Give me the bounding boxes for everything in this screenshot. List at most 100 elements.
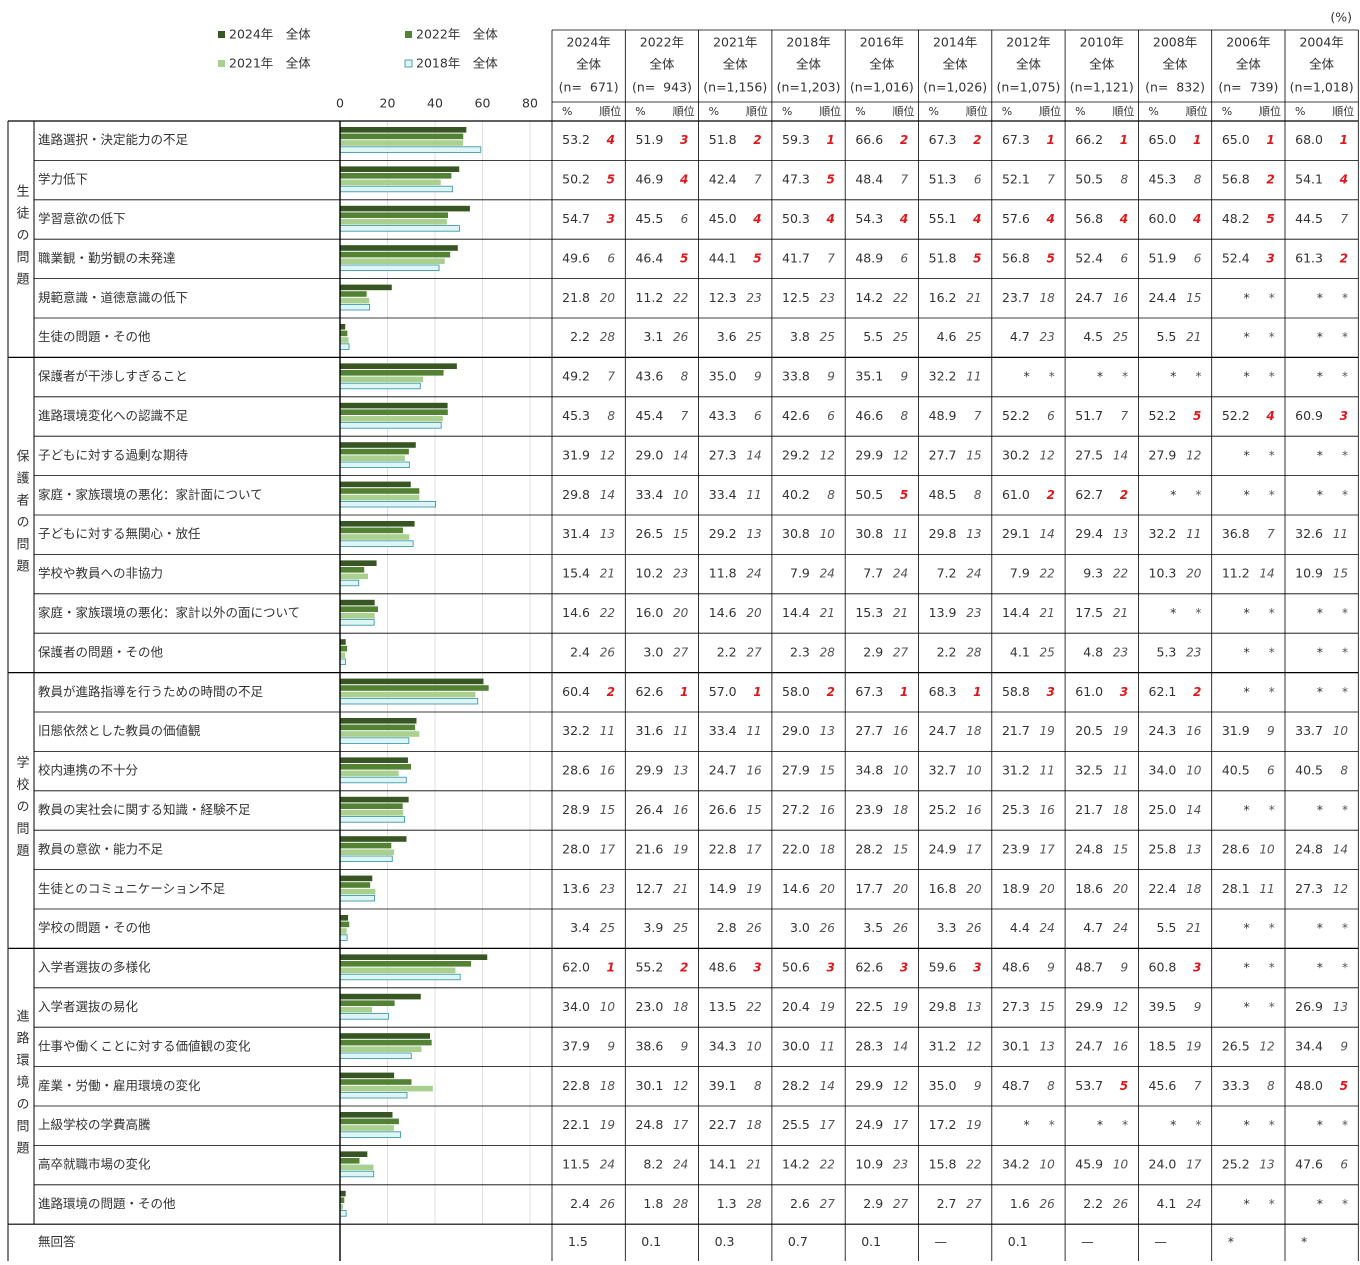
- column-scope: 全体: [576, 57, 602, 72]
- cell-value: 24.8: [1075, 841, 1103, 856]
- cell-rank: 20: [600, 291, 616, 305]
- cell-value: 13.6: [562, 881, 590, 896]
- cell-value: 2.2: [717, 644, 737, 659]
- cell-rank: 5: [607, 173, 615, 187]
- bar: [340, 284, 392, 291]
- column-n: (n=1,075): [996, 80, 1060, 95]
- column-n: (n= 943): [632, 80, 692, 95]
- bar: [339, 737, 410, 744]
- bar: [340, 796, 409, 803]
- cell-value: 25.3: [1002, 802, 1030, 817]
- cell-value: 34.2: [1002, 1157, 1030, 1172]
- cell-rank: 1: [607, 961, 615, 975]
- cell-rank: 22: [746, 1000, 761, 1014]
- cell-rank: 11: [1186, 527, 1201, 541]
- row-label: 規範意識・道徳意識の低下: [38, 290, 188, 305]
- rank-label: 順位: [893, 104, 915, 118]
- cell-rank: 1: [900, 685, 908, 699]
- cell-rank: *: [1342, 448, 1348, 462]
- cell-rank: 19: [600, 1118, 615, 1132]
- cell-rank: 5: [1193, 409, 1201, 423]
- cell-value: *: [1243, 1117, 1249, 1132]
- cell-rank: 10: [966, 764, 982, 778]
- cell-value: 48.7: [1075, 960, 1103, 975]
- row-label: 教員が進路指導を行うための時間の不足: [38, 684, 264, 699]
- cell-value: 29.2: [782, 447, 810, 462]
- cell-rank: 18: [1040, 291, 1056, 305]
- cell-rank: 18: [600, 1079, 616, 1093]
- cell-value: 38.6: [635, 1038, 663, 1053]
- cell-rank: 8: [607, 409, 615, 423]
- column-scope: 全体: [796, 57, 822, 72]
- cell-value: 53.2: [562, 132, 590, 147]
- cell-rank: *: [1269, 921, 1275, 935]
- cell-value: 54.3: [855, 211, 883, 226]
- cell-rank: 19: [966, 1118, 981, 1132]
- bar: [339, 461, 410, 468]
- x-tick-label: 0: [336, 96, 344, 111]
- cell-value: 53.7: [1075, 1078, 1103, 1093]
- cell-rank: *: [1342, 488, 1348, 502]
- cell-rank: 26: [600, 645, 616, 659]
- cell-value: 48.9: [855, 250, 883, 265]
- cell-value: 8.2: [643, 1157, 663, 1172]
- group-label: 生徒の問題: [14, 184, 30, 294]
- cell-value: 51.9: [1149, 250, 1177, 265]
- cell-value: 22.8: [562, 1078, 590, 1093]
- cell-value: 21.8: [562, 290, 590, 305]
- cell-rank: 16: [1113, 1039, 1129, 1053]
- cell-value: 14.2: [855, 290, 883, 305]
- cell-value: 4.5: [1083, 329, 1103, 344]
- cell-rank: 28: [746, 1197, 762, 1211]
- cell-rank: 21: [746, 1158, 761, 1172]
- row-label: 進路環境変化への認識不足: [38, 408, 189, 423]
- bar: [340, 613, 375, 619]
- cell-rank: 15: [966, 448, 981, 462]
- legend-swatch: [218, 60, 225, 67]
- pct-label: %: [635, 105, 645, 118]
- cell-rank: 13: [1040, 1039, 1055, 1053]
- cell-rank: 8: [1340, 764, 1348, 778]
- row-label: 進路環境の問題・その他: [38, 1196, 176, 1211]
- cell-value: 3.5: [863, 920, 883, 935]
- cell-rank: 20: [1040, 882, 1056, 896]
- bar: [339, 1092, 408, 1099]
- row-label: 教員の実社会に関する知識・経験不足: [38, 802, 251, 817]
- cell-value: 48.5: [929, 487, 957, 502]
- cell-rank: 23: [1040, 330, 1055, 344]
- cell-rank: 9: [827, 370, 835, 384]
- cell-value: 25.8: [1149, 841, 1177, 856]
- cell-rank: 8: [901, 409, 909, 423]
- bar: [340, 573, 369, 580]
- cell-value: 48.2: [1222, 211, 1250, 226]
- rank-label: 順位: [819, 104, 841, 118]
- bar: [340, 639, 346, 645]
- bar: [340, 481, 411, 488]
- bar: [340, 179, 441, 186]
- cell-value: *: [1317, 802, 1323, 817]
- row-label: 上級学校の学費高騰: [38, 1117, 151, 1132]
- cell-rank: 18: [966, 724, 982, 738]
- cell-rank: 18: [893, 803, 909, 817]
- cell-rank: 19: [1186, 1039, 1201, 1053]
- cell-value: *: [1170, 487, 1176, 502]
- column-year: 2021年: [713, 35, 757, 50]
- cell-value: 41.7: [782, 250, 810, 265]
- cell-rank: 26: [1113, 1197, 1129, 1211]
- cell-value: 67.3: [1002, 132, 1030, 147]
- cell-rank: 23: [1113, 645, 1128, 659]
- rank-label: 順位: [599, 104, 621, 118]
- bar: [340, 915, 349, 921]
- bar: [340, 166, 460, 172]
- cell-value: 34.3: [709, 1038, 737, 1053]
- cell-rank: 12: [1333, 882, 1348, 896]
- bar: [340, 724, 416, 731]
- cell-rank: 20: [673, 606, 689, 620]
- cell-rank: 25: [1113, 330, 1128, 344]
- cell-value: 25.2: [929, 802, 957, 817]
- cell-value: 2.2: [937, 644, 957, 659]
- cell-value: 2.8: [717, 920, 737, 935]
- cell-rank: 25: [600, 921, 615, 935]
- bar: [340, 652, 346, 658]
- cell-value: 60.8: [1149, 960, 1177, 975]
